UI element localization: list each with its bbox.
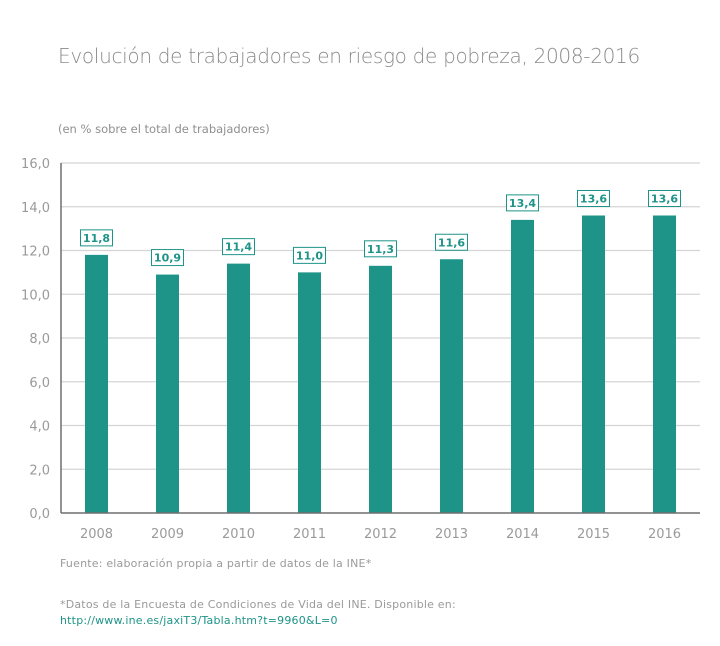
bar-2016 <box>653 215 676 513</box>
y-tick-label: 0,0 <box>29 507 50 522</box>
y-tick-label: 8,0 <box>29 332 50 347</box>
chart-title: Evolución de trabajadores en riesgo de p… <box>58 44 640 68</box>
bar-2012 <box>369 265 392 513</box>
data-label: 11,6 <box>438 236 465 249</box>
y-tick-label: 2,0 <box>29 463 50 478</box>
bar-2013 <box>440 259 463 513</box>
x-tick-label: 2011 <box>293 527 326 542</box>
bar-2014 <box>511 219 534 513</box>
x-tick-label: 2014 <box>506 527 539 542</box>
data-label-box <box>293 246 326 264</box>
x-tick-label: 2009 <box>151 527 184 542</box>
y-tick-label: 10,0 <box>21 288 50 303</box>
data-label-box <box>80 229 113 247</box>
x-tick-label: 2016 <box>648 527 681 542</box>
x-tick-label: 2008 <box>80 527 113 542</box>
data-label-box <box>151 249 184 267</box>
footnote-text: *Datos de la Encuesta de Condiciones de … <box>60 598 456 611</box>
data-label: 11,3 <box>367 243 394 256</box>
bar-2011 <box>298 272 321 513</box>
y-axis-ticks: 0,0 2,0 4,0 6,0 8,0 10,0 12,0 14,0 16,0 <box>21 157 50 522</box>
bar-2008 <box>85 254 108 513</box>
data-label: 13,6 <box>651 193 678 206</box>
x-axis-ticks: 2008 2009 2010 2011 2012 2013 2014 2015 2016 <box>80 527 681 542</box>
data-label: 13,6 <box>580 193 607 206</box>
data-label-box <box>222 238 255 256</box>
bar-2009 <box>156 274 179 513</box>
data-label-box <box>648 190 681 207</box>
x-tick-label: 2015 <box>577 527 610 542</box>
data-label-box <box>435 233 468 251</box>
data-label: 11,8 <box>83 232 110 245</box>
x-tick-label: 2010 <box>222 527 255 542</box>
source-link[interactable]: http://www.ine.es/jaxiT3/Tabla.htm?t=996… <box>60 614 338 627</box>
y-tick-label: 16,0 <box>21 157 50 172</box>
y-tick-label: 4,0 <box>29 420 50 435</box>
source-text: Fuente: elaboración propia a partir de d… <box>60 557 372 570</box>
data-labels: 11,8 10,9 11,4 11,0 11,3 11,6 13,4 13,6 13,6 <box>80 190 681 267</box>
chart-subtitle: (en % sobre el total de trabajadores) <box>58 122 270 136</box>
data-label: 11,0 <box>296 249 323 262</box>
y-tick-label: 12,0 <box>21 245 50 260</box>
data-label: 11,4 <box>225 241 252 254</box>
bars <box>85 215 676 513</box>
y-tick-label: 14,0 <box>21 201 50 216</box>
x-tick-label: 2012 <box>364 527 397 542</box>
y-tick-label: 6,0 <box>29 376 50 391</box>
data-label-box <box>364 240 397 258</box>
bar-2015 <box>582 215 605 513</box>
data-label: 13,4 <box>509 197 536 210</box>
bar-2010 <box>227 263 250 513</box>
data-label-box <box>506 194 539 212</box>
data-label-box <box>577 190 610 207</box>
data-label: 10,9 <box>154 252 181 265</box>
x-tick-label: 2013 <box>435 527 468 542</box>
